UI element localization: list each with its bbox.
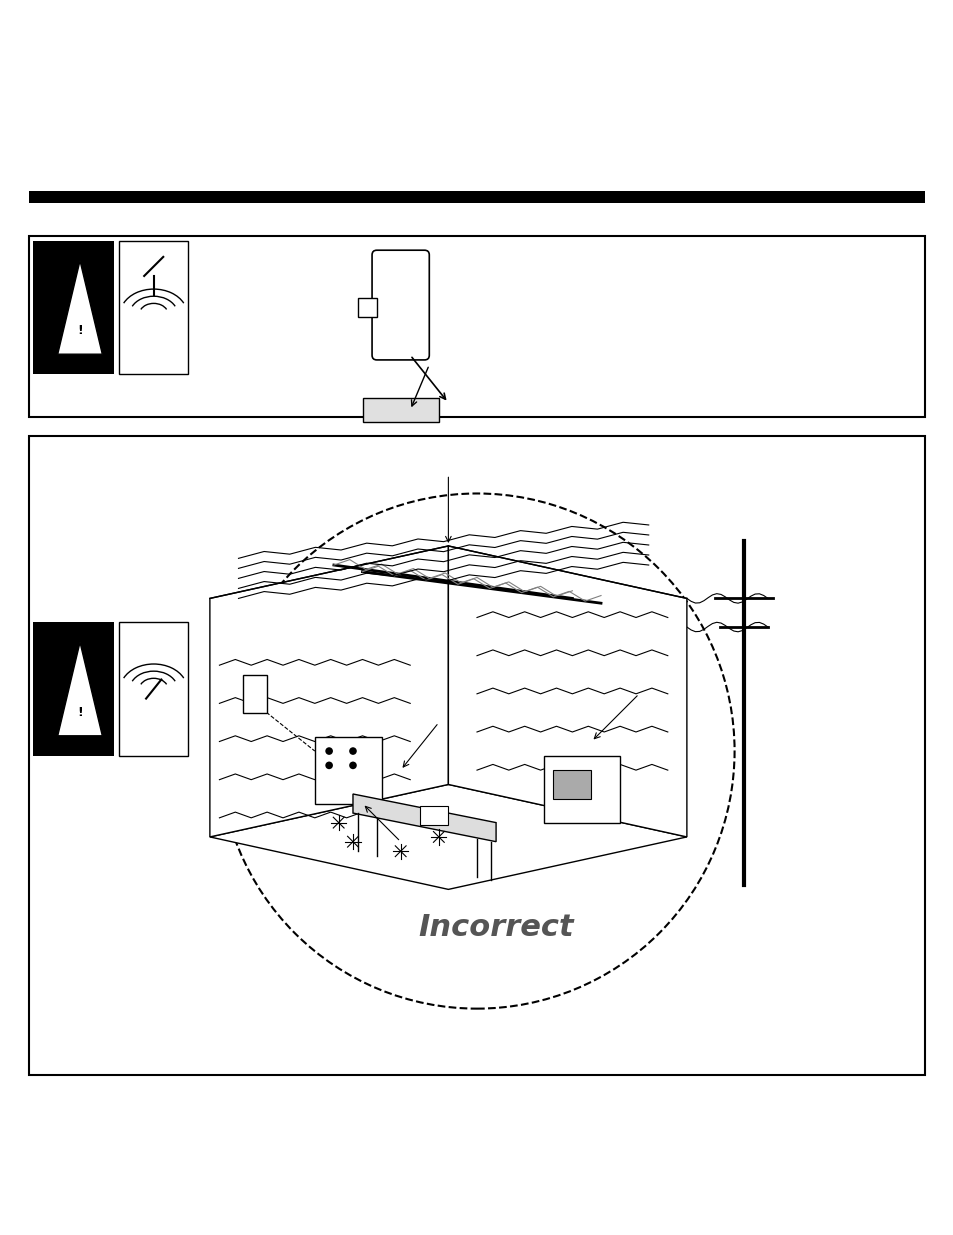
Bar — [29, 436, 924, 1076]
Bar — [119, 622, 188, 756]
Polygon shape — [353, 794, 496, 842]
Circle shape — [325, 762, 333, 769]
Text: !: ! — [77, 325, 83, 337]
Polygon shape — [58, 261, 102, 354]
Bar — [543, 756, 619, 823]
Polygon shape — [58, 642, 102, 736]
Polygon shape — [210, 784, 686, 889]
FancyBboxPatch shape — [372, 251, 429, 359]
Bar — [33, 241, 114, 374]
Bar — [314, 737, 381, 804]
Bar — [419, 806, 448, 825]
Text: Incorrect: Incorrect — [417, 913, 574, 942]
Circle shape — [349, 762, 356, 769]
Bar — [119, 241, 188, 374]
Circle shape — [325, 747, 333, 755]
Polygon shape — [210, 546, 448, 837]
Bar — [29, 236, 924, 417]
Bar — [29, 191, 924, 203]
Polygon shape — [357, 298, 376, 317]
Polygon shape — [448, 546, 686, 837]
Circle shape — [349, 747, 356, 755]
Text: !: ! — [77, 706, 83, 719]
Bar — [362, 398, 438, 422]
Bar — [33, 622, 114, 756]
Bar — [243, 674, 267, 713]
Bar — [553, 771, 591, 799]
